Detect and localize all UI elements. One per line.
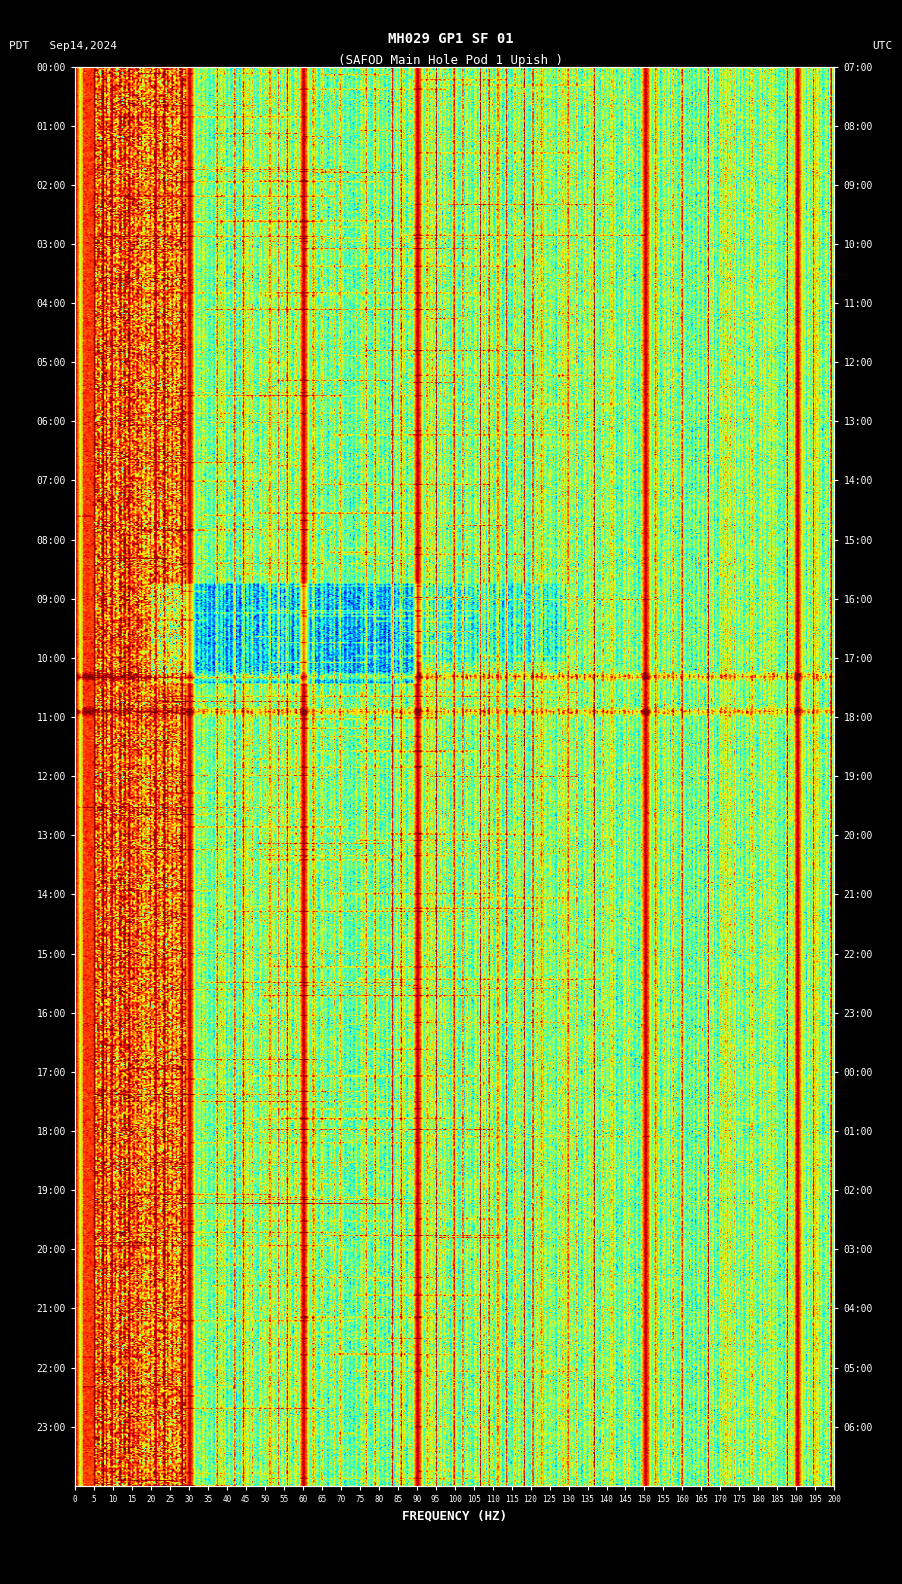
Text: MH029 GP1 SF 01: MH029 GP1 SF 01 (388, 32, 514, 46)
Text: PDT   Sep14,2024: PDT Sep14,2024 (9, 41, 117, 51)
X-axis label: FREQUENCY (HZ): FREQUENCY (HZ) (402, 1510, 507, 1522)
Text: (SAFOD Main Hole Pod 1 Upish ): (SAFOD Main Hole Pod 1 Upish ) (338, 54, 564, 67)
Text: UTC: UTC (873, 41, 893, 51)
